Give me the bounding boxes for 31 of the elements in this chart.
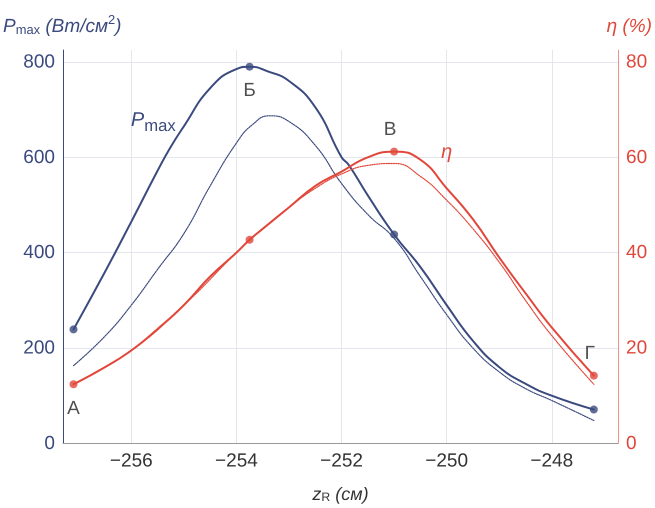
x-tick-label: −252: [320, 450, 363, 472]
series-label: P$_{max}$: [130, 108, 176, 135]
point: [590, 406, 598, 414]
point: [70, 380, 78, 388]
x-tick-label: −250: [425, 450, 468, 472]
point: [390, 230, 398, 239]
y-tick-label: 0: [44, 432, 55, 454]
y-tick-label: 800: [23, 51, 55, 72]
annotation: А: [67, 398, 80, 419]
y2-tick-label: 20: [626, 338, 648, 359]
series-label: η: [441, 141, 452, 164]
y-tick-label: 200: [23, 338, 55, 359]
annotation: В: [384, 119, 396, 140]
x-tick-label: −248: [530, 450, 574, 472]
point: [70, 325, 78, 334]
x-tick-label: −254: [215, 450, 258, 472]
y-tick-label: 600: [23, 146, 55, 168]
y2-tick-label: 40: [626, 242, 648, 264]
annotation: Г: [584, 343, 595, 364]
y2-axis-title: η (%): [606, 16, 652, 37]
y2-tick-label: 0: [626, 432, 637, 454]
x-tick-label: −256: [110, 450, 153, 472]
point: [590, 372, 598, 380]
y2-tick-label: 80: [626, 51, 648, 72]
annotation: Б: [243, 80, 256, 102]
y2-tick-label: 60: [626, 146, 648, 168]
point: [246, 236, 254, 244]
y-tick-label: 400: [23, 242, 55, 264]
point: [246, 62, 254, 71]
x-axis-title: zR (см): [311, 484, 369, 504]
point: [390, 148, 398, 156]
